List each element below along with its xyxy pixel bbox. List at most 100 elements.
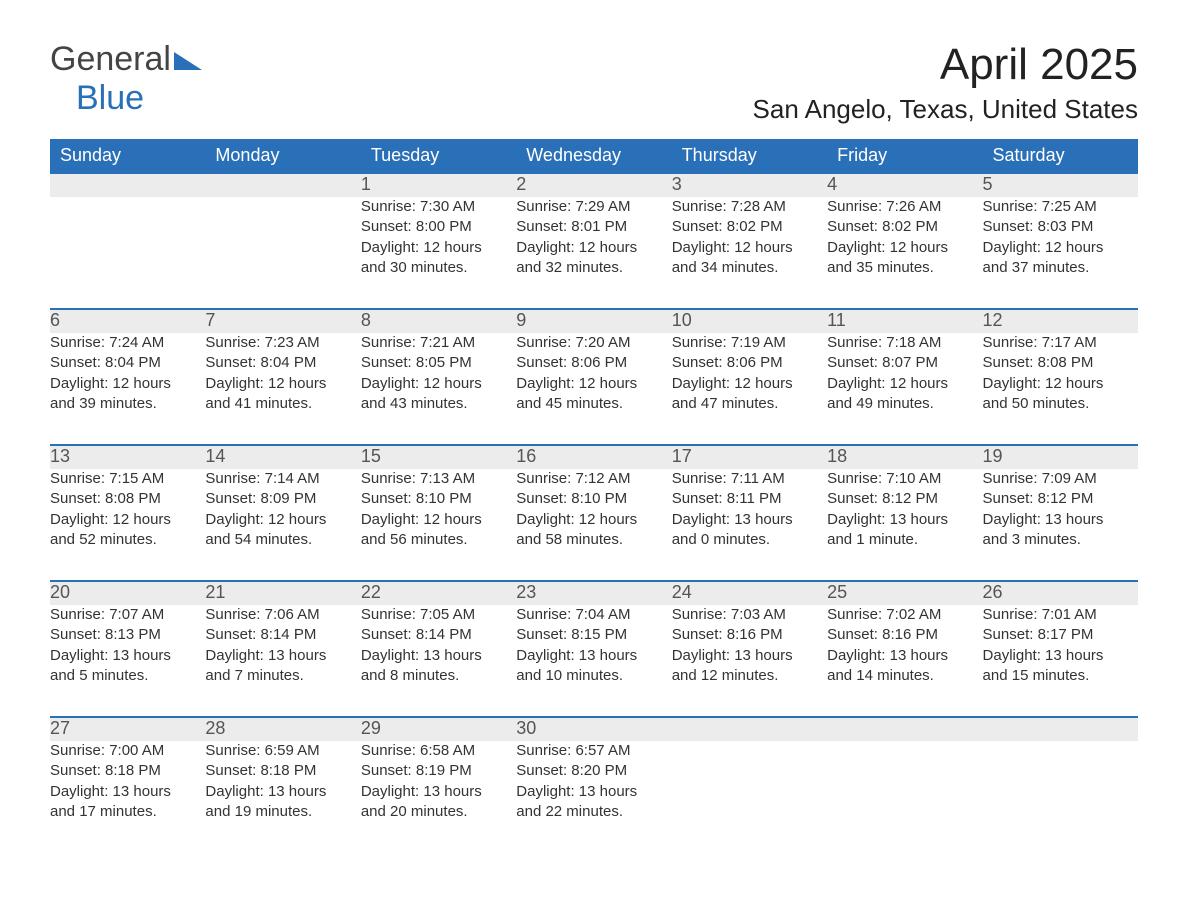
day-cell: Sunrise: 7:13 AMSunset: 8:10 PMDaylight:… [361,469,516,581]
day-detail-line: Sunset: 8:12 PM [983,489,1138,509]
day-detail-line: Daylight: 12 hours [827,238,982,258]
day-detail-line: Sunset: 8:07 PM [827,353,982,373]
day-detail-line: and 32 minutes. [516,258,671,278]
day-cell: Sunrise: 7:21 AMSunset: 8:05 PMDaylight:… [361,333,516,445]
day-detail-line: Daylight: 13 hours [205,646,360,666]
day-cell: Sunrise: 7:07 AMSunset: 8:13 PMDaylight:… [50,605,205,717]
day-number: 5 [983,173,1138,197]
day-cell: Sunrise: 7:25 AMSunset: 8:03 PMDaylight:… [983,197,1138,309]
day-cell: Sunrise: 6:59 AMSunset: 8:18 PMDaylight:… [205,741,360,831]
week-body-row: Sunrise: 7:15 AMSunset: 8:08 PMDaylight:… [50,469,1138,581]
day-cell: Sunrise: 7:20 AMSunset: 8:06 PMDaylight:… [516,333,671,445]
day-detail-line: Sunrise: 7:01 AM [983,605,1138,625]
day-cell: Sunrise: 7:24 AMSunset: 8:04 PMDaylight:… [50,333,205,445]
day-detail-line: and 3 minutes. [983,530,1138,550]
week-daynum-row: 20212223242526 [50,581,1138,605]
day-cell [827,741,982,831]
day-detail-line: Daylight: 12 hours [672,374,827,394]
day-detail-line: Sunset: 8:04 PM [50,353,205,373]
day-detail-line: Sunset: 8:14 PM [205,625,360,645]
day-detail-line: and 12 minutes. [672,666,827,686]
calendar-table: Sunday Monday Tuesday Wednesday Thursday… [50,139,1138,831]
day-detail-line: and 20 minutes. [361,802,516,822]
day-detail-line: and 39 minutes. [50,394,205,414]
week-daynum-row: 6789101112 [50,309,1138,333]
day-detail-line: Daylight: 12 hours [205,510,360,530]
day-detail-line: Sunrise: 7:00 AM [50,741,205,761]
day-detail-line: Sunrise: 7:19 AM [672,333,827,353]
logo-text-blue: Blue [76,79,144,117]
day-detail-line: Sunrise: 7:24 AM [50,333,205,353]
day-number: 18 [827,445,982,469]
day-number [672,717,827,741]
day-detail-line: Sunrise: 7:25 AM [983,197,1138,217]
day-detail-line: Sunrise: 7:13 AM [361,469,516,489]
logo-text-general: General [50,40,171,78]
day-cell: Sunrise: 7:17 AMSunset: 8:08 PMDaylight:… [983,333,1138,445]
day-number [205,173,360,197]
day-number: 29 [361,717,516,741]
day-header: Sunday [50,139,205,173]
day-detail-line: Sunset: 8:08 PM [50,489,205,509]
day-detail-line: and 15 minutes. [983,666,1138,686]
day-number [50,173,205,197]
day-detail-line: and 0 minutes. [672,530,827,550]
day-cell: Sunrise: 7:30 AMSunset: 8:00 PMDaylight:… [361,197,516,309]
day-detail-line: Sunset: 8:09 PM [205,489,360,509]
day-detail-line: and 49 minutes. [827,394,982,414]
day-detail-line: Sunrise: 7:04 AM [516,605,671,625]
day-detail-line: Daylight: 13 hours [516,782,671,802]
day-detail-line: Daylight: 12 hours [50,510,205,530]
day-detail-line: Daylight: 12 hours [672,238,827,258]
day-number: 24 [672,581,827,605]
day-number: 8 [361,309,516,333]
day-number: 26 [983,581,1138,605]
logo-triangle-icon [174,40,202,79]
day-number: 27 [50,717,205,741]
day-number: 13 [50,445,205,469]
day-number: 17 [672,445,827,469]
day-detail-line: Sunset: 8:01 PM [516,217,671,237]
day-detail-line: Daylight: 13 hours [516,646,671,666]
day-detail-line: and 17 minutes. [50,802,205,822]
day-number: 16 [516,445,671,469]
day-detail-line: Daylight: 13 hours [361,782,516,802]
day-number: 25 [827,581,982,605]
day-number: 30 [516,717,671,741]
day-detail-line: and 34 minutes. [672,258,827,278]
day-detail-line: Sunset: 8:12 PM [827,489,982,509]
day-number: 10 [672,309,827,333]
day-header: Friday [827,139,982,173]
day-detail-line: and 56 minutes. [361,530,516,550]
day-number: 7 [205,309,360,333]
day-cell: Sunrise: 7:28 AMSunset: 8:02 PMDaylight:… [672,197,827,309]
day-detail-line: Daylight: 12 hours [361,510,516,530]
day-detail-line: and 52 minutes. [50,530,205,550]
day-detail-line: Sunset: 8:16 PM [672,625,827,645]
day-detail-line: Sunrise: 7:10 AM [827,469,982,489]
day-number: 28 [205,717,360,741]
day-detail-line: and 30 minutes. [361,258,516,278]
day-detail-line: and 14 minutes. [827,666,982,686]
day-detail-line: Sunset: 8:18 PM [50,761,205,781]
day-detail-line: Daylight: 13 hours [672,646,827,666]
day-detail-line: Daylight: 13 hours [50,646,205,666]
day-cell: Sunrise: 7:02 AMSunset: 8:16 PMDaylight:… [827,605,982,717]
day-detail-line: Sunrise: 7:17 AM [983,333,1138,353]
day-detail-line: Sunset: 8:11 PM [672,489,827,509]
day-detail-line: and 41 minutes. [205,394,360,414]
day-number: 12 [983,309,1138,333]
day-detail-line: Daylight: 12 hours [516,374,671,394]
day-detail-line: and 8 minutes. [361,666,516,686]
day-header: Saturday [983,139,1138,173]
day-number: 15 [361,445,516,469]
day-detail-line: and 50 minutes. [983,394,1138,414]
day-detail-line: and 7 minutes. [205,666,360,686]
day-detail-line: Daylight: 12 hours [205,374,360,394]
day-detail-line: and 5 minutes. [50,666,205,686]
day-cell: Sunrise: 7:01 AMSunset: 8:17 PMDaylight:… [983,605,1138,717]
day-detail-line: Sunset: 8:08 PM [983,353,1138,373]
day-cell: Sunrise: 7:18 AMSunset: 8:07 PMDaylight:… [827,333,982,445]
day-cell: Sunrise: 7:03 AMSunset: 8:16 PMDaylight:… [672,605,827,717]
day-detail-line: Sunset: 8:06 PM [516,353,671,373]
